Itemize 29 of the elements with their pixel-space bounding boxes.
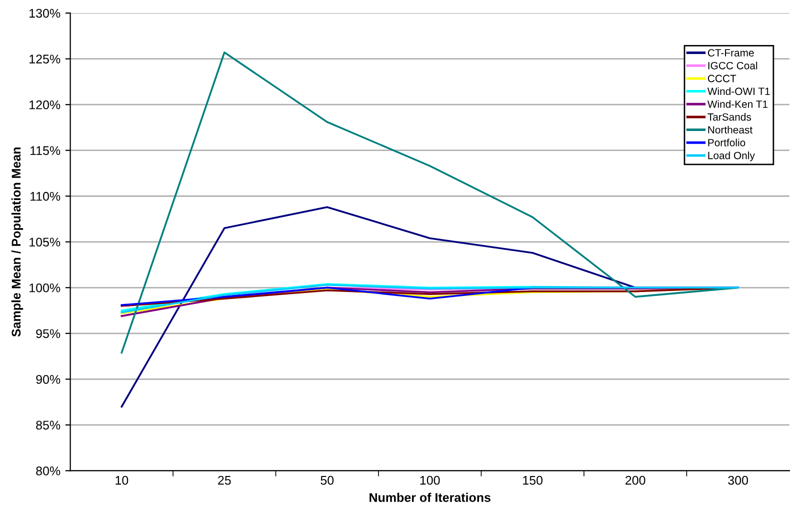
legend-label: TarSands xyxy=(708,113,752,121)
x-tick-label: 10 xyxy=(116,476,128,485)
y-tick-label: 95% xyxy=(36,329,60,338)
y-tick-label: 105% xyxy=(30,238,60,247)
x-tick-label: 50 xyxy=(320,476,334,485)
x-tick-label: 25 xyxy=(218,476,231,485)
legend-label: Northeast xyxy=(708,126,752,134)
x-tick-label: 150 xyxy=(523,476,543,485)
legend-label: CT-Frame xyxy=(708,49,754,57)
legend-label: CCCT xyxy=(708,74,736,82)
legend-label: Wind-OWI T1 xyxy=(707,87,770,96)
y-tick-label: 120% xyxy=(30,100,60,110)
y-axis-title: Sample Mean / Population Mean xyxy=(11,148,24,337)
y-tick-label: 130% xyxy=(30,8,60,18)
legend-label: Wind-Ken T1 xyxy=(707,100,768,108)
x-tick-label: 200 xyxy=(626,476,646,485)
legend-label: Portfolio xyxy=(708,138,746,146)
x-axis-title: Number of Iterations xyxy=(370,492,490,502)
y-tick-label: 90% xyxy=(36,374,60,384)
x-tick-label: 300 xyxy=(728,476,748,485)
y-tick-label: 125% xyxy=(30,54,60,64)
y-tick-label: 110% xyxy=(30,192,60,201)
y-tick-label: 85% xyxy=(36,420,60,430)
legend-label: Load Only xyxy=(708,152,755,162)
x-tick-label: 100 xyxy=(420,476,440,485)
y-tick-label: 115% xyxy=(30,146,60,156)
y-tick-label: 80% xyxy=(36,466,60,476)
legend-label: IGCC Coal xyxy=(708,62,758,70)
y-tick-label: 100% xyxy=(30,283,60,292)
